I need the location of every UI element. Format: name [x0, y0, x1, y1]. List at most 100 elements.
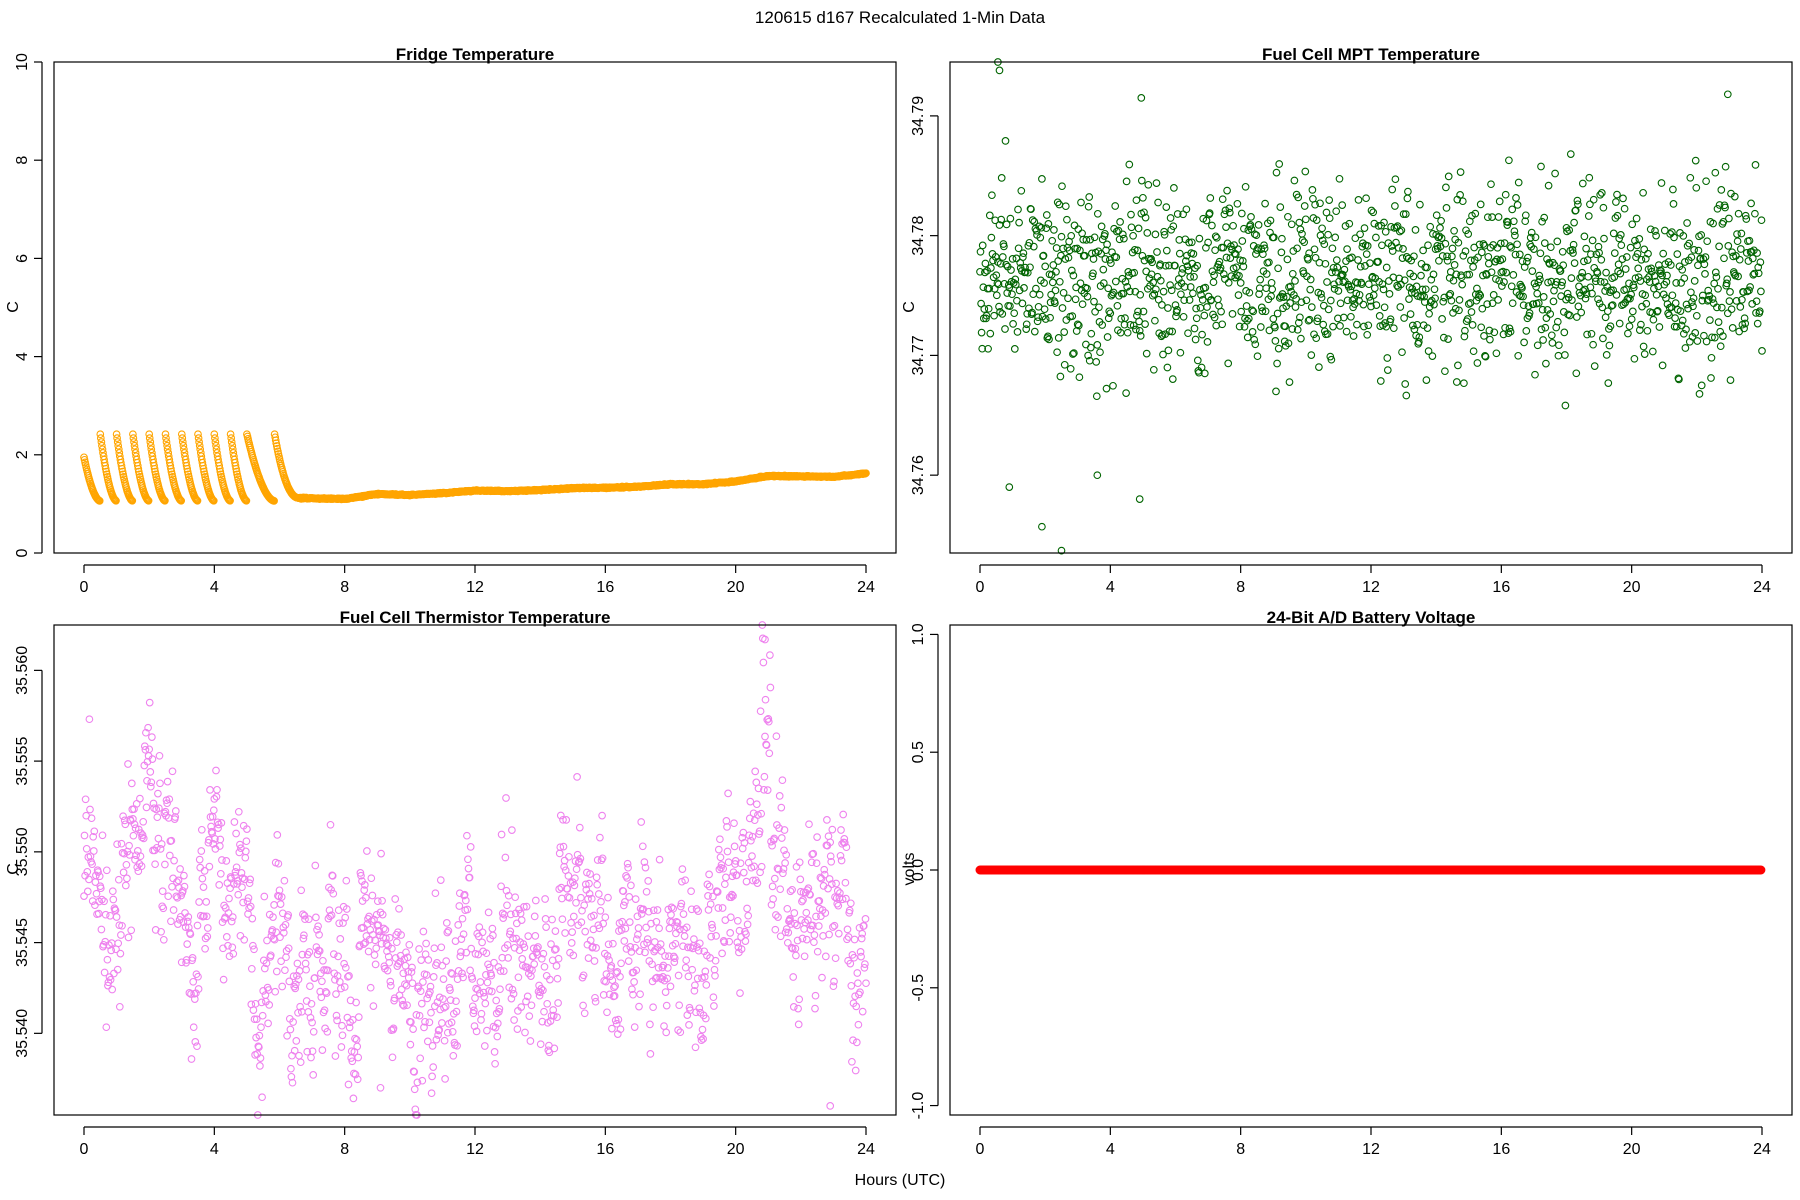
data-point — [396, 957, 404, 966]
data-point — [632, 966, 641, 975]
data-point — [404, 967, 413, 976]
data-point — [1234, 245, 1242, 254]
x-tick-label: 12 — [466, 1141, 484, 1158]
data-point — [1701, 270, 1709, 278]
data-point — [446, 996, 455, 1004]
data-point — [1353, 320, 1361, 329]
data-point — [353, 1075, 362, 1084]
data-point — [527, 1001, 536, 1010]
data-point — [1496, 239, 1505, 248]
data-point — [1750, 269, 1759, 278]
data-point — [1435, 232, 1444, 241]
data-point — [1719, 332, 1727, 340]
y-tick-label: 4 — [14, 352, 31, 361]
data-point — [517, 1003, 526, 1011]
data-point — [1046, 298, 1055, 307]
data-point — [1685, 239, 1694, 248]
data-point — [92, 889, 101, 898]
data-point — [354, 1013, 363, 1021]
plot-marks — [80, 430, 870, 505]
data-point — [1610, 273, 1619, 281]
data-point — [1202, 216, 1211, 225]
data-point — [102, 1023, 111, 1032]
data-point — [1680, 274, 1689, 283]
data-point — [621, 898, 629, 906]
data-point — [1660, 226, 1669, 235]
data-point — [1359, 300, 1368, 309]
data-point — [1240, 322, 1249, 331]
data-point — [1597, 255, 1606, 264]
data-point — [1639, 342, 1648, 351]
data-point — [538, 1017, 547, 1026]
data-point — [739, 868, 748, 877]
data-point — [1658, 271, 1666, 280]
data-point — [407, 968, 416, 976]
data-point — [995, 302, 1003, 311]
data-point — [701, 1014, 710, 1023]
data-point — [1461, 326, 1469, 335]
data-point — [177, 496, 186, 505]
data-point — [601, 913, 610, 922]
data-point — [709, 892, 717, 901]
data-point — [563, 885, 572, 893]
data-point — [1112, 253, 1121, 262]
data-point — [1538, 217, 1546, 226]
data-point — [598, 811, 606, 820]
data-point — [850, 935, 859, 944]
data-point — [145, 434, 154, 442]
data-point — [213, 785, 221, 794]
data-point — [1708, 333, 1716, 342]
data-point — [1588, 289, 1596, 298]
data-point — [256, 1062, 264, 1070]
data-point — [1615, 319, 1624, 328]
data-point — [171, 813, 180, 821]
data-point — [533, 950, 542, 959]
data-point — [1501, 323, 1509, 332]
data-point — [1444, 335, 1452, 343]
data-point — [1336, 322, 1344, 330]
data-point — [1002, 220, 1011, 229]
data-point — [491, 1023, 500, 1032]
data-point — [272, 967, 281, 976]
data-point — [716, 835, 724, 844]
data-point — [644, 877, 653, 885]
data-point — [89, 832, 98, 841]
data-point — [1338, 201, 1347, 209]
data-point — [1619, 194, 1627, 203]
data-point — [1477, 323, 1486, 332]
data-point — [670, 954, 679, 963]
data-point — [167, 917, 175, 926]
data-point — [1456, 168, 1465, 176]
data-point — [389, 1024, 398, 1033]
data-point — [587, 894, 596, 903]
data-point — [148, 733, 156, 741]
data-point — [1541, 323, 1550, 332]
data-point — [419, 978, 427, 986]
data-point — [117, 839, 126, 848]
data-point — [1625, 279, 1633, 288]
data-point — [1221, 206, 1230, 215]
data-point — [1274, 344, 1283, 353]
data-point — [572, 865, 581, 874]
data-point — [472, 984, 480, 993]
data-point — [127, 926, 136, 935]
data-point — [154, 834, 163, 843]
data-point — [1542, 359, 1550, 368]
data-point — [1319, 301, 1328, 310]
data-point — [102, 866, 111, 875]
data-point — [1104, 284, 1113, 293]
data-point — [177, 430, 186, 439]
data-point — [588, 943, 597, 951]
data-point — [1691, 329, 1700, 337]
data-point — [1261, 307, 1270, 316]
data-point — [1166, 214, 1175, 222]
data-point — [1334, 287, 1343, 295]
data-point — [1093, 341, 1102, 349]
data-point — [1438, 315, 1446, 323]
data-point — [1297, 334, 1305, 343]
data-point — [980, 305, 989, 313]
data-point — [590, 957, 599, 965]
data-point — [1514, 178, 1523, 187]
data-point — [232, 467, 241, 476]
